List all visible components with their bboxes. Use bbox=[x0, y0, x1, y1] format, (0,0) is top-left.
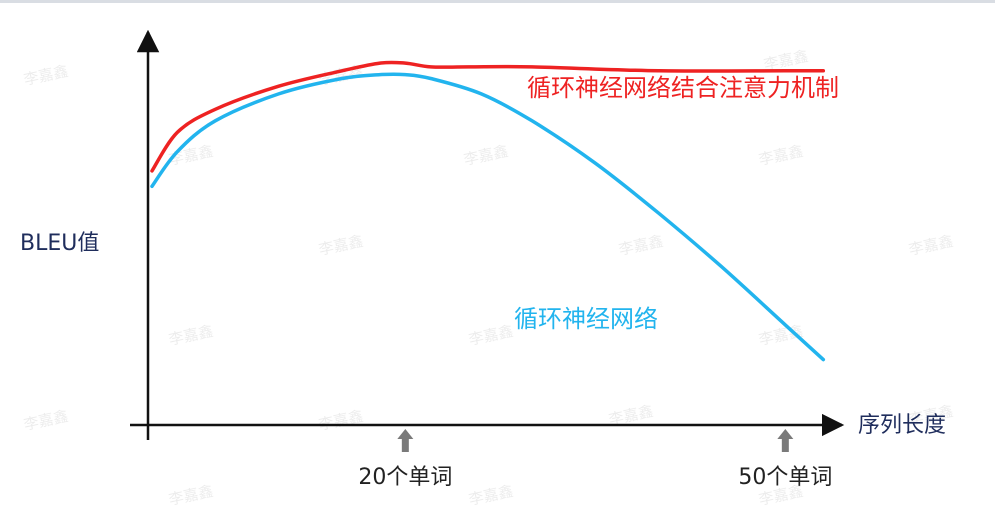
watermark: 李嘉鑫 bbox=[317, 232, 365, 259]
watermark: 李嘉鑫 bbox=[462, 142, 510, 169]
series-label-2: 循环神经网络 bbox=[514, 305, 658, 333]
watermark: 李嘉鑫 bbox=[907, 232, 955, 259]
watermark: 李嘉鑫 bbox=[22, 62, 70, 89]
x-tick-arrow-2 bbox=[777, 429, 794, 452]
watermark: 李嘉鑫 bbox=[317, 407, 365, 434]
watermark-layer: 李嘉鑫 李嘉鑫 李嘉鑫 李嘉鑫 李嘉鑫 李嘉鑫 李嘉鑫 李嘉鑫 李嘉鑫 李嘉鑫 … bbox=[22, 47, 955, 507]
watermark: 李嘉鑫 bbox=[757, 142, 805, 169]
x-tick-label-2: 50个单词 bbox=[738, 465, 832, 490]
x-tick-arrow-1 bbox=[397, 429, 414, 452]
watermark: 李嘉鑫 bbox=[467, 482, 515, 507]
watermark: 李嘉鑫 bbox=[167, 482, 215, 507]
x-tick-layer: 20个单词 50个单词 bbox=[358, 429, 832, 490]
watermark: 李嘉鑫 bbox=[22, 407, 70, 434]
top-divider bbox=[0, 0, 995, 3]
x-tick-label-1: 20个单词 bbox=[358, 465, 452, 490]
watermark: 李嘉鑫 bbox=[617, 232, 665, 259]
series-line-2 bbox=[150, 72, 826, 362]
watermark: 李嘉鑫 bbox=[167, 322, 215, 349]
series-line-1 bbox=[150, 60, 826, 173]
x-axis-title: 序列长度 bbox=[858, 413, 946, 438]
y-axis-title: BLEU值 bbox=[20, 231, 99, 256]
watermark: 李嘉鑫 bbox=[467, 322, 515, 349]
series-label-1: 循环神经网络结合注意力机制 bbox=[527, 74, 839, 102]
